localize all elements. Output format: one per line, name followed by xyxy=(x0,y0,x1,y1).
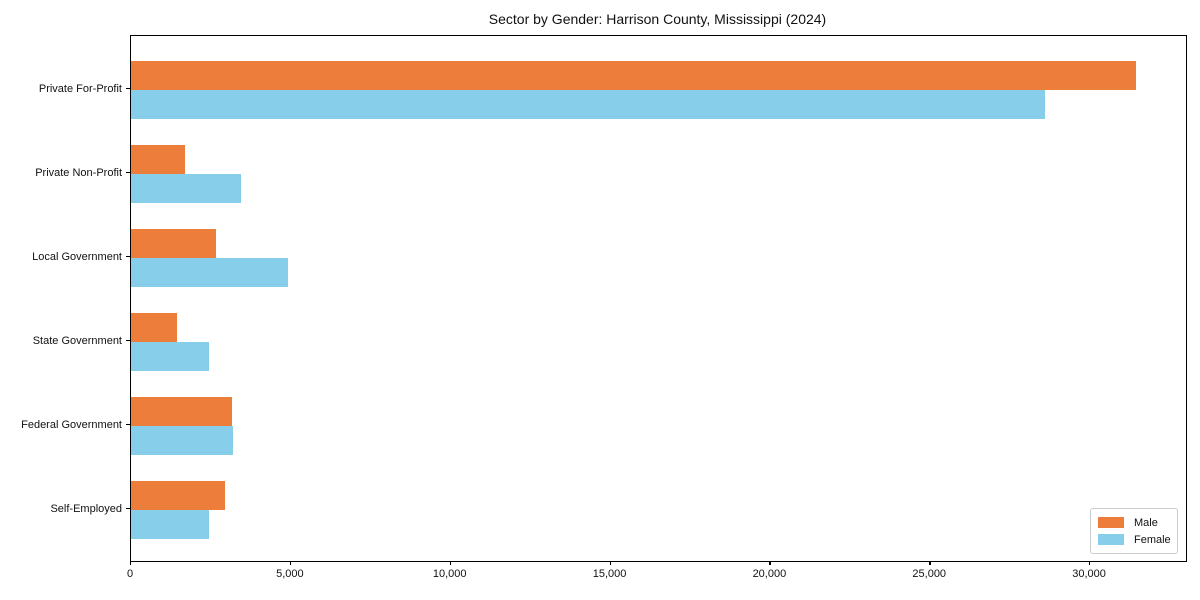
y-tick-mark xyxy=(126,256,130,258)
legend-label: Male xyxy=(1134,516,1158,529)
y-tick-label: Federal Government xyxy=(21,419,122,431)
chart-title: Sector by Gender: Harrison County, Missi… xyxy=(488,11,827,27)
bar-male-5 xyxy=(131,481,226,510)
y-tick-mark xyxy=(126,424,130,426)
x-tick-mark xyxy=(130,561,132,565)
bar-female-4 xyxy=(131,426,234,455)
bar-female-2 xyxy=(131,258,288,287)
bar-female-0 xyxy=(131,90,1046,119)
x-tick-mark xyxy=(1089,561,1091,565)
legend-entry-female: Female xyxy=(1098,531,1171,548)
x-tick-mark xyxy=(929,561,931,565)
x-tick-label: 0 xyxy=(126,568,134,580)
x-tick-label: 20,000 xyxy=(752,568,787,580)
legend: Male Female xyxy=(1090,508,1178,554)
y-tick-label: Self-Employed xyxy=(50,503,122,515)
y-tick-label: Private For-Profit xyxy=(38,83,122,95)
bar-male-2 xyxy=(131,229,216,258)
legend-entry-male: Male xyxy=(1098,514,1170,531)
bar-female-1 xyxy=(131,174,242,203)
bar-male-0 xyxy=(131,61,1137,90)
legend-label: Female xyxy=(1134,533,1171,546)
y-tick-mark xyxy=(126,172,130,174)
x-tick-label: 25,000 xyxy=(912,568,947,580)
legend-swatch-male xyxy=(1098,517,1124,528)
y-tick-mark xyxy=(126,88,130,90)
y-tick-mark xyxy=(126,340,130,342)
bar-male-3 xyxy=(131,313,178,342)
x-tick-label: 5,000 xyxy=(276,568,304,580)
y-tick-label: Private Non-Profit xyxy=(35,167,122,179)
plot-area xyxy=(130,35,1187,562)
x-tick-mark xyxy=(449,561,452,565)
y-tick-label: State Government xyxy=(32,335,122,347)
legend-swatch-female xyxy=(1098,534,1124,545)
bar-female-5 xyxy=(131,510,210,539)
x-tick-label: 30,000 xyxy=(1072,568,1106,580)
x-tick-label: 10,000 xyxy=(432,568,467,580)
x-tick-label: 15,000 xyxy=(592,568,627,580)
bar-male-4 xyxy=(131,397,232,426)
y-tick-mark xyxy=(126,508,130,510)
x-tick-mark xyxy=(609,561,611,565)
bar-female-3 xyxy=(131,342,210,371)
y-tick-label: Local Government xyxy=(32,251,122,263)
x-tick-mark xyxy=(769,561,771,565)
x-tick-mark xyxy=(289,561,292,565)
bar-male-1 xyxy=(131,145,186,174)
